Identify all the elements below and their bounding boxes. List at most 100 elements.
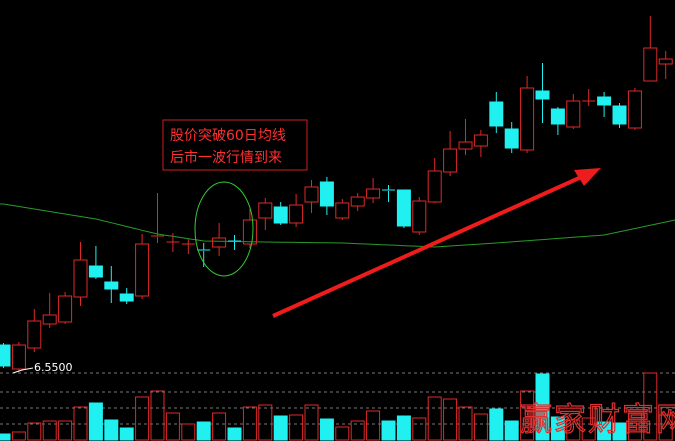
- candle: [181, 239, 195, 254]
- candle: [135, 234, 150, 299]
- candle: [0, 343, 11, 368]
- volume-bar: [27, 422, 42, 441]
- volume-bar: [581, 417, 596, 441]
- candle-body: [643, 47, 658, 82]
- candle: [489, 92, 504, 133]
- candle: [520, 76, 535, 153]
- candle: [228, 235, 241, 250]
- candle: [350, 193, 365, 211]
- candle: [58, 292, 73, 324]
- candle-body: [258, 202, 273, 219]
- candle: [658, 51, 673, 79]
- annotation-box: 股价突破60日均线 后市一波行情到来: [162, 119, 308, 171]
- candle-body: [88, 265, 103, 278]
- candle-body: [304, 186, 319, 203]
- volume-bar: [535, 373, 550, 441]
- candle-body: [550, 108, 565, 125]
- candle-body: [489, 101, 504, 127]
- candle: [242, 209, 257, 248]
- highlight-ellipse: [194, 181, 254, 277]
- volume-bar: [150, 390, 165, 441]
- volume-bar: [42, 420, 57, 441]
- candle-body: [473, 134, 488, 147]
- candle: [566, 94, 581, 129]
- candle-body: [427, 170, 442, 203]
- candle-body: [350, 196, 365, 207]
- candle-body: [73, 259, 88, 298]
- candle: [504, 122, 519, 153]
- candle-body: [627, 90, 642, 129]
- candle: [104, 266, 119, 303]
- low-price-label: 6.5500: [34, 361, 73, 374]
- volume-bars: [0, 372, 673, 441]
- volume-bar: [612, 422, 627, 441]
- candle-body: [212, 237, 227, 248]
- candle: [151, 193, 164, 243]
- candle-body: [597, 96, 612, 106]
- candle-body: [443, 148, 458, 173]
- volume-bar: [366, 410, 381, 441]
- candle-body: [612, 105, 627, 125]
- volume-bar: [273, 415, 288, 441]
- volume-bar: [104, 419, 119, 441]
- candle-body: [119, 293, 134, 302]
- volume-bar: [227, 427, 242, 441]
- candle: [27, 309, 42, 352]
- candle: [427, 158, 442, 203]
- candle: [42, 293, 57, 328]
- volume-bar: [196, 421, 211, 441]
- volume-bar: [58, 420, 73, 441]
- volume-bar: [520, 390, 535, 441]
- candle-body: [289, 204, 304, 224]
- volume-bar: [412, 417, 427, 441]
- volume-bar: [304, 404, 319, 441]
- volume-bar: [335, 426, 350, 441]
- candle-body: [273, 206, 288, 224]
- trend-arrow: [272, 168, 601, 318]
- volume-bar: [489, 408, 504, 441]
- candle-body: [242, 219, 257, 245]
- candle: [597, 92, 612, 117]
- candle-body: [27, 320, 42, 349]
- candle: [335, 199, 350, 220]
- candle: [212, 223, 227, 256]
- candle: [473, 130, 488, 157]
- candle: [273, 202, 288, 225]
- volume-bar: [319, 418, 334, 441]
- volume-bar: [658, 414, 673, 441]
- candle-body: [42, 314, 57, 325]
- candle: [304, 180, 319, 213]
- volume-bar: [381, 420, 396, 441]
- candle: [643, 16, 658, 82]
- watermark: 赢家财富网: [520, 400, 675, 438]
- candle-body: [412, 200, 427, 233]
- candle: [535, 63, 550, 123]
- candle: [88, 246, 103, 279]
- candles: [0, 16, 673, 372]
- candle: [582, 89, 596, 106]
- volume-bar: [350, 420, 365, 441]
- volume-bar: [566, 419, 581, 441]
- candle: [73, 242, 88, 306]
- candle: [396, 189, 411, 228]
- candle: [382, 185, 395, 202]
- candle-body: [11, 344, 26, 370]
- volume-bar: [643, 372, 658, 441]
- volume-bar: [73, 406, 88, 441]
- low-price-marker: 6.5500: [12, 361, 73, 374]
- volume-bar: [165, 412, 180, 441]
- volume-bar: [458, 406, 473, 441]
- candle-body: [520, 87, 535, 151]
- candle-body: [396, 189, 411, 227]
- volume-bar: [212, 412, 227, 441]
- candle-body: [135, 243, 150, 297]
- volume-bar: [396, 415, 411, 441]
- ma60-line: [0, 203, 675, 248]
- volume-bar: [0, 433, 11, 441]
- volume-bar: [242, 406, 257, 441]
- volume-bar: [119, 427, 134, 441]
- annotation-line-1: 股价突破60日均线: [170, 128, 286, 144]
- candle: [612, 103, 627, 128]
- candle-body: [366, 188, 381, 199]
- candle: [319, 177, 334, 215]
